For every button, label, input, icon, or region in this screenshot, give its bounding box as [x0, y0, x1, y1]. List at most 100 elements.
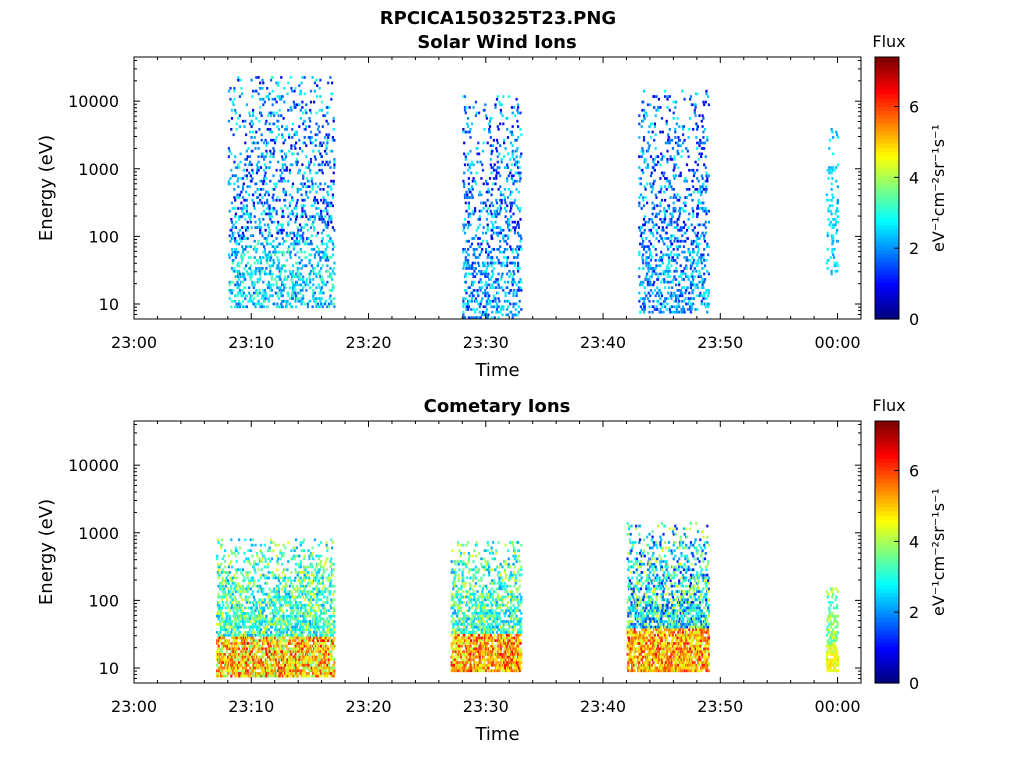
- spectrogram-cell: [470, 171, 473, 175]
- spectrogram-cell: [299, 237, 302, 240]
- spectrogram-cell: [309, 89, 313, 93]
- spectrogram-cell: [467, 261, 470, 265]
- spectrogram-cell: [702, 117, 705, 120]
- spectrogram-cell: [653, 308, 656, 311]
- spectrogram-cell: [707, 103, 710, 107]
- spectrogram-cell: [250, 226, 253, 229]
- spectrogram-cell: [512, 174, 515, 178]
- spectrogram-cell: [230, 291, 234, 295]
- spectrogram-cell: [270, 633, 273, 637]
- spectrogram-cell: [660, 237, 664, 240]
- spectrogram-cell: [273, 278, 277, 281]
- spectrogram-cell: [255, 289, 258, 292]
- spectrogram-cell: [690, 308, 693, 311]
- spectrogram-cell: [283, 239, 286, 243]
- spectrogram-cell: [675, 269, 678, 273]
- spectrogram-cell: [278, 633, 281, 637]
- spectrogram-cell: [495, 248, 499, 251]
- spectrogram-cell: [230, 549, 233, 552]
- spectrogram-cell: [506, 136, 510, 139]
- spectrogram-cell: [316, 261, 320, 265]
- spectrogram-cell: [676, 149, 679, 153]
- spectrogram-cell: [265, 650, 268, 653]
- spectrogram-cell: [323, 198, 326, 202]
- spectrogram-cell: [670, 297, 673, 300]
- spectrogram-cell: [299, 272, 302, 276]
- spectrogram-cell: [222, 647, 225, 651]
- spectrogram-cell: [667, 207, 671, 210]
- spectrogram-cell: [227, 571, 230, 574]
- spectrogram-cell: [827, 259, 830, 262]
- spectrogram-cell: [503, 198, 506, 202]
- spectrogram-cell: [220, 609, 223, 612]
- spectrogram-cell: [704, 190, 707, 194]
- spectrogram-cell: [836, 239, 839, 243]
- spectrogram-cell: [261, 609, 264, 612]
- spectrogram-cell: [468, 106, 471, 109]
- spectrogram-cell: [266, 128, 270, 131]
- spectrogram-cell: [267, 576, 270, 580]
- spectrogram-cell: [478, 190, 481, 194]
- spectrogram-cell: [312, 267, 315, 270]
- spectrogram-cell: [316, 201, 320, 205]
- spectrogram-cell: [485, 117, 488, 120]
- spectrogram-cell: [328, 160, 331, 164]
- spectrogram-cell: [250, 612, 253, 615]
- spectrogram-cell: [269, 560, 272, 563]
- spectrogram-cell: [244, 119, 247, 123]
- spectrogram-cell: [293, 286, 296, 289]
- spectrogram-cell: [281, 125, 284, 128]
- spectrogram-cell: [281, 299, 284, 303]
- spectrogram-cell: [677, 136, 680, 139]
- spectrogram-cell: [671, 215, 674, 218]
- spectrogram-cell: [642, 204, 646, 208]
- spectrogram-cell: [306, 177, 309, 180]
- spectrogram-cell: [693, 283, 696, 287]
- spectrogram-cell: [490, 305, 493, 309]
- spectrogram-cell: [319, 188, 322, 191]
- spectrogram-cell: [655, 223, 658, 227]
- spectrogram-cell: [259, 198, 262, 202]
- spectrogram-cell: [293, 103, 296, 107]
- spectrogram-cell: [703, 234, 706, 238]
- spectrogram-cell: [704, 166, 707, 169]
- spectrogram-cell: [673, 275, 676, 278]
- spectrogram-cell: [238, 237, 241, 240]
- spectrogram-cell: [464, 111, 467, 115]
- spectrogram-cell: [660, 294, 664, 298]
- spectrogram-cell: [689, 253, 692, 257]
- spectrogram-cell: [462, 130, 465, 134]
- spectrogram-cell: [305, 103, 308, 107]
- spectrogram-cell: [329, 185, 332, 188]
- spectrogram-cell: [252, 647, 255, 651]
- spectrogram-cell: [497, 259, 500, 262]
- spectrogram-cell: [671, 158, 674, 161]
- spectrogram-cell: [288, 286, 291, 289]
- spectrogram-cell: [705, 92, 708, 96]
- spectrogram-cell: [244, 297, 247, 300]
- spectrogram-cell: [513, 106, 516, 109]
- spectrogram-cell: [332, 245, 335, 248]
- spectrogram-cell: [250, 661, 253, 664]
- spectrogram-cell: [276, 256, 279, 259]
- spectrogram-cell: [502, 237, 505, 240]
- spectrogram-cell: [278, 631, 281, 634]
- spectrogram-cell: [699, 207, 702, 210]
- spectrogram-cell: [517, 280, 520, 284]
- spectrogram-cell: [327, 133, 331, 137]
- spectrogram-cell: [491, 269, 494, 273]
- spectrogram-cell: [331, 242, 334, 246]
- spectrogram-cell: [266, 639, 270, 642]
- spectrogram-cell: [241, 231, 245, 235]
- spectrogram-cell: [462, 267, 465, 270]
- spectrogram-cell: [464, 302, 467, 306]
- spectrogram-cell: [238, 114, 241, 117]
- spectrogram-cell: [259, 584, 262, 588]
- spectrogram-cell: [231, 261, 234, 265]
- spectrogram-cell: [254, 220, 257, 224]
- spectrogram-cell: [519, 128, 522, 131]
- spectrogram-cell: [252, 204, 255, 208]
- spectrogram-cell: [474, 182, 477, 186]
- spectrogram-cell: [652, 267, 655, 270]
- spectrogram-cell: [251, 95, 254, 98]
